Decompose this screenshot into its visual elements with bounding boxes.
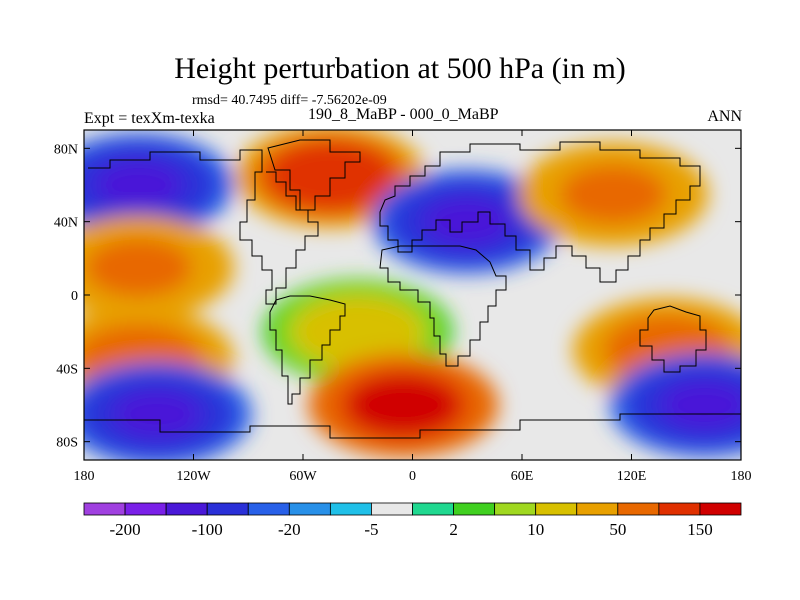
x-tick-label: 60E <box>511 469 534 484</box>
colorbar-box <box>165 502 208 516</box>
colorbar-label: -5 <box>364 520 378 539</box>
colorbar-box <box>576 502 619 516</box>
field-extremum-6 <box>262 279 453 384</box>
colorbar-box <box>83 502 126 516</box>
case-label: 190_8_MaBP - 000_0_MaBP <box>308 106 499 123</box>
rmsd-diff-stats: rmsd= 40.7495 diff= -7.56202e-09 <box>192 93 387 108</box>
colorbar-box <box>288 502 331 516</box>
field-extremum-4 <box>518 142 709 247</box>
y-tick-label: 80S <box>56 436 78 451</box>
colorbar-label: -20 <box>278 520 301 539</box>
contour-field <box>84 130 741 460</box>
field-extremum-9 <box>84 362 252 460</box>
north-america-outline <box>88 149 319 305</box>
field-extremum-1 <box>84 133 234 237</box>
field-extremum-8 <box>308 353 499 457</box>
y-axis: 80N 40N 0 40S 80S <box>54 142 741 451</box>
colorbar-box <box>617 502 660 516</box>
colorbar-label: 10 <box>527 520 544 539</box>
south-america-outline <box>269 295 346 405</box>
greenland-outline <box>267 139 361 211</box>
colorbar-box <box>329 502 372 516</box>
x-axis: 180 120W 60W 0 60E 120E 180 <box>74 130 752 484</box>
x-tick-label: 120E <box>617 469 647 484</box>
colorbar-label: -100 <box>192 520 223 539</box>
colorbar: -200 -100 -20 -5 2 10 50 150 <box>83 502 742 539</box>
x-tick-label: 0 <box>409 469 416 484</box>
x-tick-label: 120W <box>176 469 211 484</box>
colorbar-box <box>371 502 413 516</box>
colorbar-label: -200 <box>109 520 140 539</box>
y-tick-label: 80N <box>54 142 78 157</box>
experiment-label: Expt = texXm-texka <box>84 110 215 127</box>
season-label: ANN <box>707 108 742 125</box>
y-tick-label: 0 <box>71 289 78 304</box>
colorbar-box <box>494 502 537 516</box>
y-tick-label: 40S <box>56 362 78 377</box>
colorbar-label: 2 <box>449 520 458 539</box>
colorbar-box <box>699 502 742 516</box>
colorbar-box <box>206 502 249 516</box>
colorbar-box <box>453 502 496 516</box>
antarctica-outline <box>84 413 741 439</box>
y-tick-label: 40N <box>54 216 78 231</box>
colorbar-box <box>124 502 167 516</box>
chart-title: Height perturbation at 500 hPa (in m) <box>174 52 626 85</box>
colorbar-box <box>658 502 701 516</box>
field-extremum-11 <box>609 353 741 457</box>
field-extremum-5 <box>84 215 234 320</box>
africa-outline <box>379 245 507 367</box>
colorbar-label: 150 <box>687 520 713 539</box>
x-tick-label: 180 <box>74 469 95 484</box>
colorbar-label: 50 <box>609 520 626 539</box>
colorbar-box <box>247 502 290 516</box>
eurasia-outline <box>379 141 701 283</box>
continent-outlines <box>84 139 741 439</box>
colorbar-box <box>412 502 454 516</box>
x-tick-label: 180 <box>731 469 752 484</box>
colorbar-box <box>535 502 578 516</box>
australia-outline <box>639 305 707 373</box>
x-tick-label: 60W <box>289 469 317 484</box>
